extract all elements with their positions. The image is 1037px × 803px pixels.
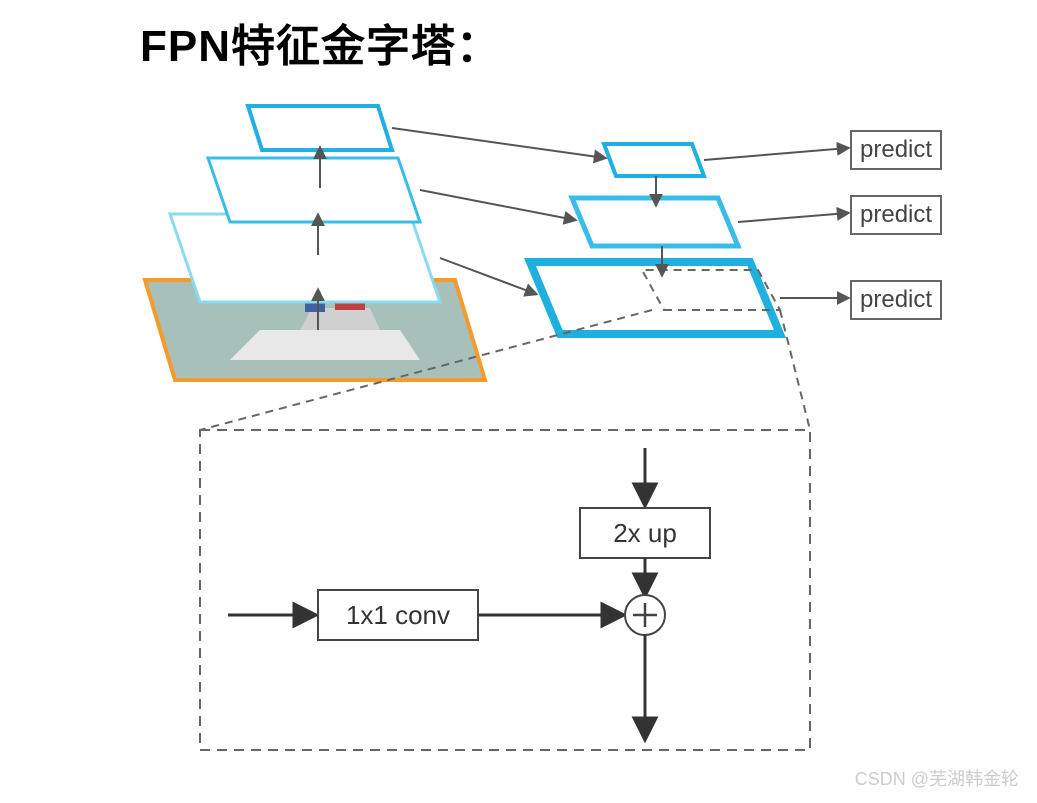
left-plate-2 [208,158,420,222]
left-plate-3 [248,106,392,150]
page-title: FPN特征金字塔： [140,10,501,74]
label-2x-up: 2x up [613,518,677,548]
lateral-arrow-mid [420,190,575,220]
predict-box-0: predict [850,130,942,170]
predict-box-1: predict [850,195,942,235]
connector-dashed-right [780,310,810,430]
predict-box-2: predict [850,280,942,320]
right-plate-3 [604,144,704,176]
right-plate-1 [530,262,780,334]
left-plate-1 [170,214,440,302]
watermark: CSDN @芜湖韩金轮 [855,765,1019,791]
predict-arrow-1 [738,213,848,222]
detail-panel [200,430,810,750]
label-1x1-conv: 1x1 conv [346,600,450,630]
lateral-arrow-top [392,128,605,158]
fpn-diagram: 2x up 1x1 conv [0,0,1037,803]
predict-arrow-0 [704,148,848,160]
right-plate-2 [572,198,738,246]
